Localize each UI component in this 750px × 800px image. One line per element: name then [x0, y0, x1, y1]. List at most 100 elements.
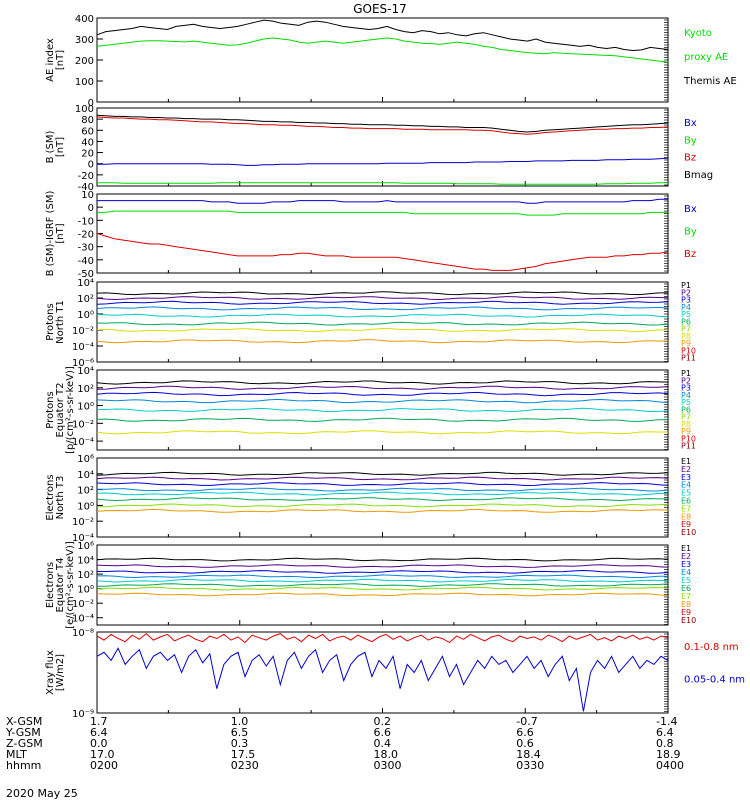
y-axis-label: North T3: [55, 476, 66, 520]
footer-value: 17.0: [90, 748, 115, 761]
legend-entry: E2: [681, 552, 691, 561]
legend-entry: Bmag: [684, 170, 713, 181]
y-tick-label: 80: [81, 115, 94, 126]
legend-entry: E2: [681, 465, 691, 474]
legend-entry: P7: [681, 413, 691, 422]
y-tick-label: 10⁰: [77, 310, 94, 321]
y-tick-label: -20: [78, 171, 94, 182]
y-ticks: 0 100 200 300 400: [75, 14, 103, 109]
legend-entry: P3: [681, 384, 691, 393]
footer-value: 6.6: [516, 726, 534, 739]
channel-line: [96, 471, 669, 476]
series-layer: [96, 198, 669, 271]
legend-entry: P9: [681, 427, 691, 436]
panel-frame: [96, 631, 669, 714]
y-axis-label: [nT]: [55, 50, 66, 70]
right-ticks: [664, 459, 668, 536]
footer-row-label: MLT: [6, 748, 27, 761]
y-tick-label: 400: [75, 14, 94, 25]
series-layer: [96, 557, 669, 597]
y-axis-label: Protons: [45, 391, 56, 428]
panel-frame: [96, 193, 669, 274]
panel-pn: 10⁻⁶ 10⁻⁴ 10⁻² 10⁰ 10² 10⁴ Protons North T1 P1P2…: [45, 278, 696, 369]
right-ticks: [664, 19, 668, 101]
y-ticks: -50 -40 -30 -20 -10 0 10: [78, 190, 103, 280]
footer-value: 6.6: [374, 726, 392, 739]
legend: Kyoto proxy AE Themis AE: [683, 28, 737, 87]
legend-entry: P9: [681, 339, 691, 348]
y-tick-label: -20: [78, 230, 94, 241]
footer-value: -0.7: [516, 715, 537, 728]
y-tick-label: 10⁻²: [72, 326, 94, 337]
panel-bigrf: -50 -40 -30 -20 -10 0 10 B (SM)-IGRF (SM) [nT] Bx…: [45, 190, 697, 280]
legend-entry: E6: [681, 497, 691, 506]
channel-line: [97, 487, 669, 492]
legend-entry: P1: [681, 281, 691, 290]
y-tick-label: 10⁻²: [72, 419, 94, 430]
y-tick-label: 10⁻⁴: [72, 533, 94, 544]
channel-line: [96, 476, 669, 481]
y-tick-label: 10⁴: [77, 470, 94, 481]
legend-entry: Themis AE: [683, 76, 737, 87]
legend-entry: By: [684, 227, 697, 238]
channel-line: [96, 578, 669, 583]
y-tick-label: 10⁴: [77, 366, 94, 377]
y-axis-label: B (SM)-IGRF (SM): [45, 191, 56, 277]
y-axis-label: Protons: [45, 303, 56, 340]
legend-entry: P11: [681, 442, 696, 451]
channel-line: [96, 508, 669, 513]
legend-entry: By: [684, 135, 697, 146]
channel-line: [96, 296, 669, 301]
legend-entry: P7: [681, 325, 691, 334]
channel-line: [97, 321, 669, 326]
footer-row-label: Z-GSM: [6, 737, 43, 750]
panel-pe: 10⁻⁴ 10⁻² 10⁰ 10² 10⁴ Protons Equator T2 [p/(cm…: [45, 366, 696, 454]
panel-frame: [96, 107, 669, 187]
y-tick-label: 0: [88, 203, 94, 214]
legend-entry: P11: [681, 354, 696, 363]
channel-line: [97, 569, 669, 574]
y-axis-label: Equator T4: [55, 558, 66, 613]
footer-value: 0200: [90, 759, 118, 772]
legend-entry: P6: [681, 405, 691, 414]
legend-entry: 0.1-0.8 nm: [684, 642, 739, 653]
legend-entry: P4: [681, 303, 691, 312]
right-ticks: [664, 195, 668, 272]
legend-entry: E1: [681, 544, 691, 553]
panel-ee: 10⁻⁴ 10⁻² 10⁰ 10² 10⁴ 10⁶ Electrons Equator T4[…: [45, 541, 696, 629]
legend-entry: E10: [681, 616, 696, 625]
legend-entry: P10: [681, 346, 696, 355]
y-tick-label: 10⁴: [77, 278, 94, 289]
channel-line: [97, 407, 669, 413]
y-axis-label: Equator T2: [55, 383, 66, 438]
y-tick-label: 10⁻⁴: [72, 342, 94, 353]
legend-entry: E10: [681, 528, 696, 537]
y-tick-label: 10²: [77, 570, 94, 581]
y-tick-label: 10²: [77, 294, 94, 305]
series-line: [97, 157, 669, 166]
footer-value: 18.9: [656, 748, 681, 761]
legend-entry: P8: [681, 332, 691, 341]
legend-entry: E1: [681, 457, 691, 466]
channel-line: [96, 574, 669, 579]
series-line: [97, 210, 668, 216]
footer-value: 0.4: [374, 737, 392, 750]
legend-entry: P3: [681, 296, 691, 305]
y-tick-label: 200: [75, 56, 94, 67]
series-layer: [96, 19, 669, 63]
chart-title: GOES-17: [353, 2, 407, 16]
right-ticks: [664, 633, 668, 712]
legend-entry: E9: [681, 520, 691, 529]
channel-line: [96, 491, 668, 496]
legend-entry: E3: [681, 560, 691, 569]
y-tick-label: 10⁻²: [72, 517, 94, 528]
legend-entry: P1: [681, 369, 691, 378]
footer-row-label: X-GSM: [6, 715, 42, 728]
legend: Bx By Bz: [684, 204, 697, 260]
y-ticks: 10⁻⁴ 10⁻² 10⁰ 10² 10⁴: [72, 366, 103, 448]
y-axis-label: Electrons: [45, 474, 56, 520]
